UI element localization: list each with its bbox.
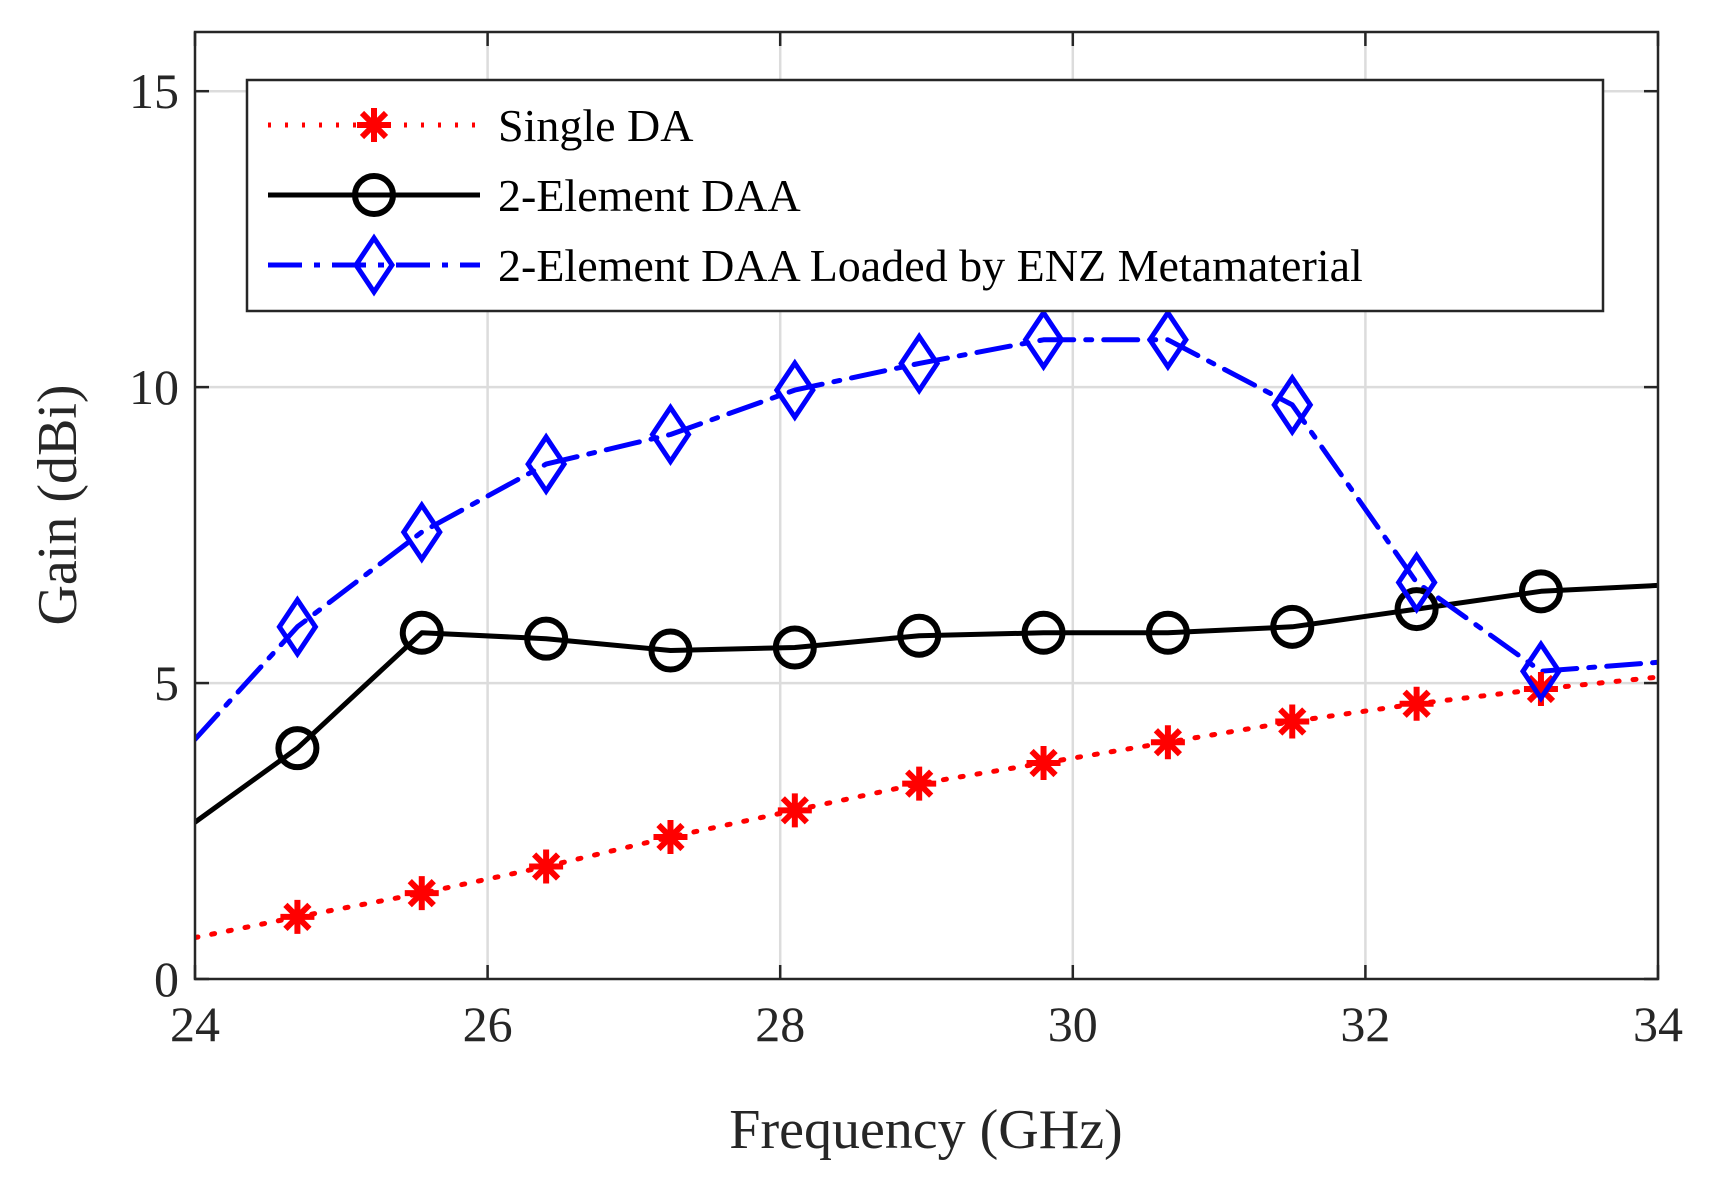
series-1-point: [902, 766, 937, 801]
x-axis-label: Frequency (GHz): [729, 1099, 1122, 1161]
series-3-point: [649, 402, 692, 466]
series-1-point: [653, 819, 688, 854]
y-axis-label: Gain (dBi): [27, 384, 89, 625]
series-1-point: [1399, 686, 1434, 721]
series-3-point: [400, 500, 443, 564]
series-3-point: [1395, 550, 1438, 614]
series-1-point: [529, 849, 564, 884]
series-3-point: [276, 595, 319, 659]
legend-label: 2-Element DAA Loaded by ENZ Metamaterial: [498, 240, 1363, 291]
series-3-point: [525, 432, 568, 496]
series-2-point: [772, 625, 817, 670]
tick-labels: 24 26 28 30 32 34 0 5 10 15: [129, 63, 1683, 1052]
series-2-point: [1518, 569, 1563, 614]
series-3-point: [1271, 373, 1314, 437]
legend: Single DA 2-Element DAA 2-Element DAA Load…: [245, 78, 1605, 313]
series-2-point: [1270, 604, 1315, 649]
series-2-point: [1021, 610, 1066, 655]
legend-label: 2-Element DAA: [498, 170, 801, 221]
y-tick-label: 0: [154, 951, 179, 1007]
series-2-point: [897, 613, 942, 658]
series-2-point: [275, 726, 320, 771]
series-3-point: [1022, 308, 1065, 372]
series-3-point: [898, 331, 941, 395]
series-2-point: [648, 628, 693, 673]
series-3-point: [1519, 639, 1562, 703]
axis-ticks: [193, 32, 1660, 981]
series-2-point: [524, 616, 569, 661]
plot-frame: [193, 30, 1660, 981]
series-1-point: [1026, 745, 1061, 780]
legend-swatch-marker: [357, 108, 391, 142]
series-1-point: [280, 899, 315, 934]
series-1-point: [1275, 704, 1310, 739]
series-2-point: [1394, 587, 1439, 632]
series-2-point: [399, 610, 444, 655]
series-line-3: [195, 337, 1658, 742]
x-tick-label: 32: [1340, 996, 1390, 1052]
series-3-point: [773, 358, 816, 422]
series-1-point: [1150, 725, 1185, 760]
x-tick-label: 26: [463, 996, 513, 1052]
y-tick-label: 5: [154, 655, 179, 711]
series-1-point: [404, 876, 439, 911]
series-markers: [275, 308, 1563, 934]
series-1-point: [777, 793, 812, 828]
x-tick-label: 34: [1633, 996, 1683, 1052]
y-tick-label: 10: [129, 359, 179, 415]
legend-swatch-marker: [352, 233, 396, 297]
x-tick-label: 24: [170, 996, 220, 1052]
series-3-point: [1146, 308, 1189, 372]
legend-swatch-marker: [352, 173, 396, 217]
x-tick-label: 28: [755, 996, 805, 1052]
series-1-point: [1523, 671, 1558, 706]
x-tick-label: 30: [1048, 996, 1098, 1052]
y-tick-label: 15: [129, 63, 179, 119]
series-2-point: [1145, 610, 1190, 655]
legend-label: Single DA: [498, 100, 694, 151]
